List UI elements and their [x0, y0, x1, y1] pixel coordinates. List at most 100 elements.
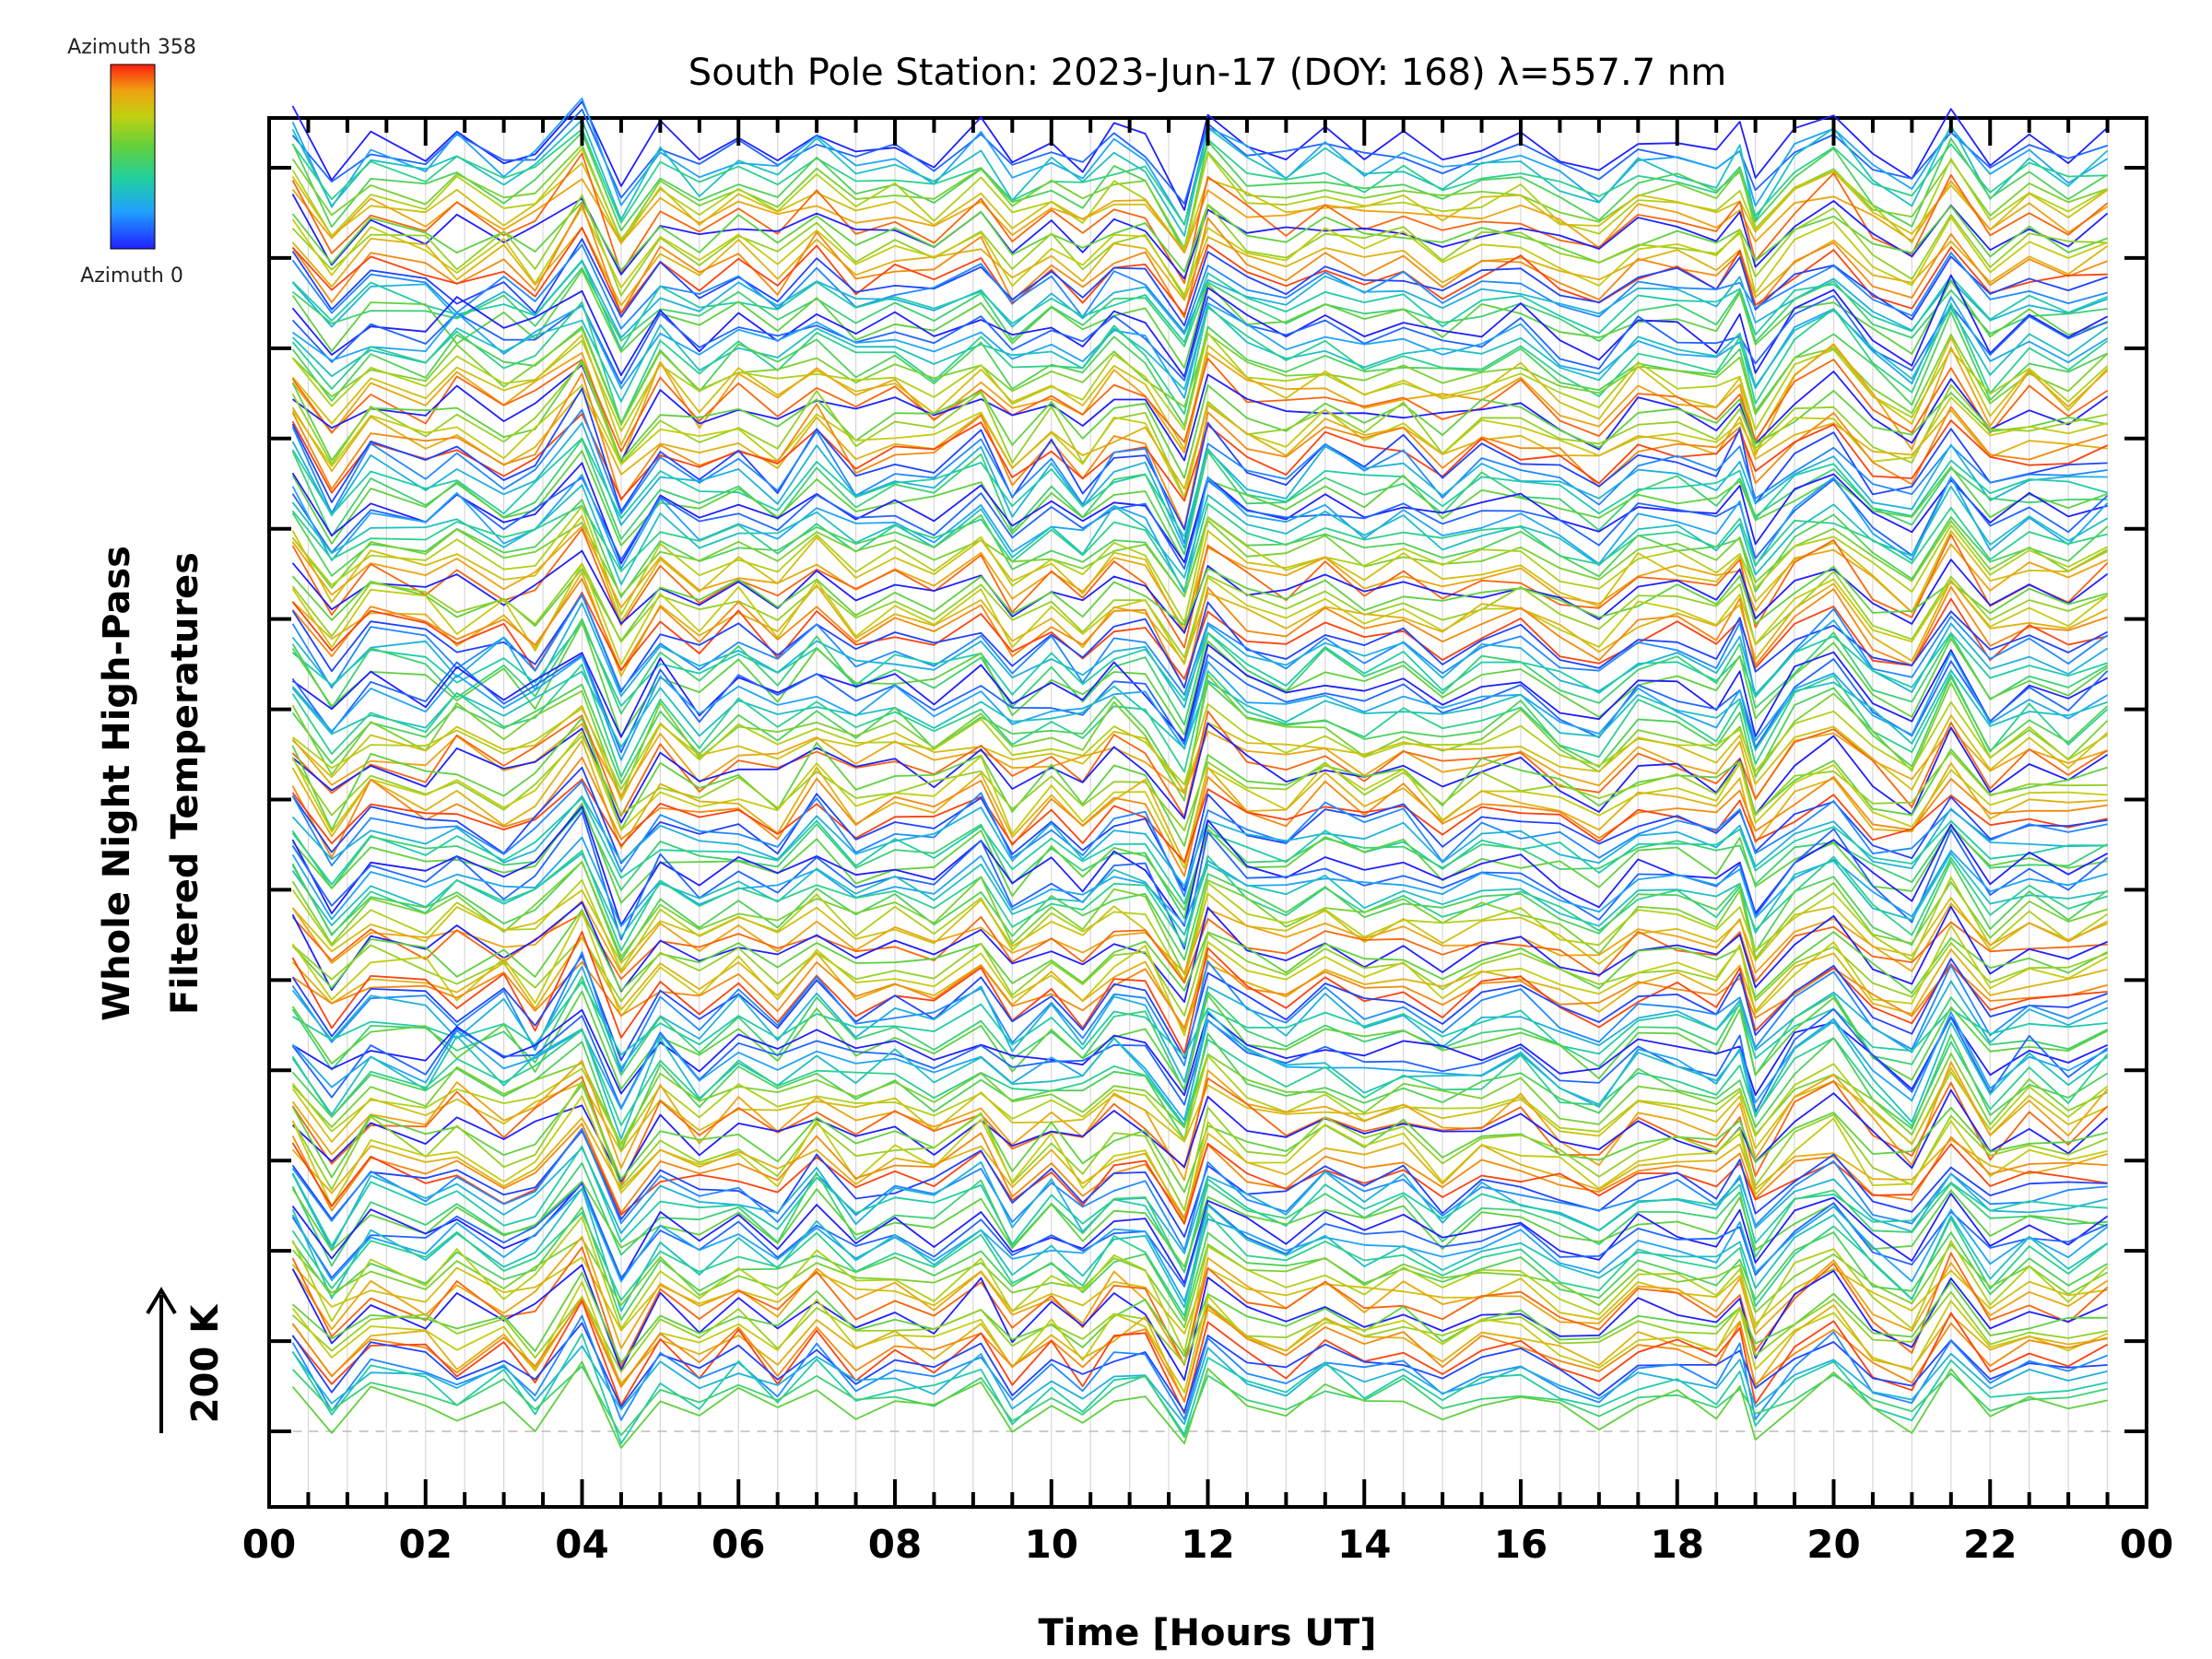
series-line: [291, 1161, 2108, 1274]
x-tick-labels: 00 02 04 06 08 10 12 14 16 18 20 22 00: [242, 1522, 2173, 1567]
series-line: [291, 1314, 2108, 1421]
x-tick-label: 06: [712, 1522, 765, 1567]
series-line: [291, 266, 2108, 347]
series-line: [291, 1147, 2108, 1254]
x-tick-label: 00: [2120, 1522, 2173, 1567]
series-line: [291, 860, 2109, 962]
series-line: [291, 1333, 2108, 1445]
x-tick-label: 10: [1025, 1522, 1078, 1567]
series-line: [291, 514, 2109, 635]
series-line: [291, 954, 2108, 1030]
y-axis-label-line-2: Filtered Temperatures: [164, 552, 206, 1015]
series-line: [291, 549, 2109, 634]
series-line: [291, 766, 2108, 892]
x-tick-label: 04: [555, 1522, 608, 1567]
series-line: [291, 1059, 2109, 1182]
series-line: [291, 951, 2108, 1073]
series-line: [291, 474, 2109, 594]
series-line: [291, 304, 2109, 403]
series-line: [291, 238, 2108, 327]
x-axis-label: Time [Hours UT]: [1039, 1612, 1377, 1654]
series-line: [291, 147, 2109, 253]
scale-label: 200 K: [184, 1303, 227, 1423]
series-line: [291, 676, 2109, 794]
scale-arrow-head: [146, 1287, 177, 1315]
x-tick-label: 16: [1494, 1522, 1547, 1567]
series-line: [291, 780, 2108, 898]
series-line: [291, 722, 2109, 824]
series-line: [291, 274, 2109, 378]
series-line: [291, 1084, 2108, 1194]
series-line: [291, 853, 2108, 938]
series-line: [291, 889, 2108, 982]
series-line: [291, 359, 2108, 479]
series-line: [291, 901, 2108, 1003]
series-line: [291, 669, 2108, 751]
color-legend: Azimuth 358 Azimuth 0: [67, 36, 196, 288]
series-line: [291, 976, 2109, 1092]
series-line: [291, 757, 2108, 877]
series-line: [291, 674, 2109, 802]
series-line: [291, 1088, 2109, 1182]
series-line: [291, 1322, 2108, 1413]
x-axis-ticks: [267, 118, 2148, 1507]
series-line: [291, 1117, 2108, 1219]
series-line: [291, 1299, 2108, 1403]
series-line: [291, 735, 2108, 831]
series-line: [291, 1182, 2108, 1288]
series-line: [291, 1290, 2108, 1373]
series-line: [291, 652, 2109, 761]
y-axis-ticks: [269, 166, 2147, 1433]
series-line: [291, 502, 2108, 592]
x-tick-label: 12: [1181, 1522, 1234, 1567]
series-line: [291, 227, 2108, 316]
series-line: [291, 1360, 2108, 1449]
x-tick-label: 22: [1963, 1522, 2017, 1567]
series-line: [291, 1054, 2109, 1147]
legend-bottom-label: Azimuth 0: [80, 265, 183, 288]
legend-top-label: Azimuth 358: [67, 36, 196, 59]
x-tick-label: 08: [868, 1522, 922, 1567]
series-line: [291, 484, 2109, 585]
series-line: [291, 294, 2108, 385]
series-line: [291, 594, 2109, 693]
series-line: [291, 1095, 2108, 1223]
series-line: [291, 594, 2109, 698]
series-line: [292, 981, 2108, 1060]
series-line: [291, 243, 2108, 334]
series-line: [291, 1011, 2109, 1122]
series-line: [291, 1216, 2109, 1354]
series-line: [291, 1345, 2108, 1426]
x-tick-label: 20: [1806, 1522, 1860, 1567]
series-line: [291, 1237, 2109, 1329]
x-tick-label: 00: [242, 1522, 296, 1567]
series-line: [291, 592, 2108, 680]
series-line: [291, 811, 2109, 950]
series-line: [291, 1211, 2109, 1317]
series-line: [291, 227, 2109, 307]
series-line: [291, 332, 2109, 432]
series-line: [291, 778, 2108, 864]
series-line: [291, 861, 2108, 976]
series-line: [291, 912, 2108, 984]
series-line: [291, 663, 2109, 778]
series-line: [291, 437, 2108, 538]
series-line: [291, 571, 2108, 677]
series-line: [291, 527, 2109, 649]
series-line: [291, 739, 2108, 865]
series-line: [291, 653, 2109, 754]
series-line: [291, 954, 2108, 1062]
series-line: [291, 802, 2108, 912]
series-line: [291, 562, 2109, 665]
series-line: [291, 990, 2109, 1090]
series-line: [291, 700, 2109, 791]
series-line: [291, 1080, 2108, 1211]
series-line: [291, 1264, 2108, 1382]
series-lines: [291, 97, 2109, 1449]
x-tick-label: 18: [1651, 1522, 1704, 1567]
chart-title: South Pole Station: 2023-Jun-17 (DOY: 16…: [688, 52, 1726, 94]
series-line: [291, 836, 2108, 927]
scale-indicator: 200 K: [146, 1287, 227, 1433]
series-line: [291, 643, 2109, 742]
